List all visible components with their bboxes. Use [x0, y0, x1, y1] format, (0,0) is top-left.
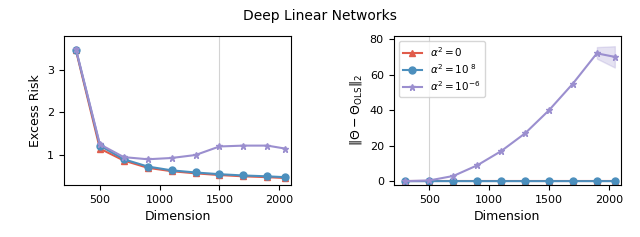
$\alpha^2 = 10^{-8}$	[521, 180, 529, 182]
$\alpha^2 = 0$	[449, 180, 457, 183]
$\alpha^2 = 10^{-8}$	[497, 180, 505, 182]
$\alpha^2 = 10^{-8}$	[120, 158, 127, 161]
$\alpha^2 = 0$	[545, 180, 553, 183]
$\alpha^2 = 10^{-6}$	[96, 143, 104, 146]
Y-axis label: Excess Risk: Excess Risk	[29, 74, 42, 146]
Y-axis label: $\|\Theta - \Theta_{\mathrm{OLS}}\|_2$: $\|\Theta - \Theta_{\mathrm{OLS}}\|_2$	[348, 74, 364, 146]
$\alpha^2 = 10^{-6}$	[449, 174, 457, 177]
$\alpha^2 = 10^{-8}$	[264, 175, 271, 178]
$\alpha^2 = 10^{-6}$	[282, 147, 289, 150]
$\alpha^2 = 10^{-6}$	[569, 82, 577, 85]
X-axis label: Dimension: Dimension	[145, 210, 211, 223]
$\alpha^2 = 10^{-8}$	[168, 169, 175, 172]
$\alpha^2 = 10^{-8}$	[282, 176, 289, 179]
$\alpha^2 = 10^{-8}$	[144, 165, 152, 168]
$\alpha^2 = 10^{-6}$	[402, 180, 410, 182]
$\alpha^2 = 10^{-6}$	[192, 154, 200, 156]
$\alpha^2 = 10^{-8}$	[72, 48, 80, 51]
Line: $\alpha^2 = 10^{-6}$: $\alpha^2 = 10^{-6}$	[402, 50, 618, 185]
$\alpha^2 = 10^{-6}$	[144, 158, 152, 161]
$\alpha^2 = 10^{-8}$	[474, 180, 481, 182]
$\alpha^2 = 10^{-8}$	[611, 180, 619, 182]
Text: Deep Linear Networks: Deep Linear Networks	[243, 9, 397, 23]
$\alpha^2 = 10^{-6}$	[216, 145, 223, 148]
Legend: $\alpha^2 = 0$, $\alpha^2 = 10^{\ 8}$, $\alpha^2 = 10^{-6}$: $\alpha^2 = 0$, $\alpha^2 = 10^{\ 8}$, $…	[399, 41, 484, 97]
$\alpha^2 = 10^{-8}$	[239, 174, 247, 177]
$\alpha^2 = 0$	[192, 172, 200, 175]
Line: $\alpha^2 = 10^{-6}$: $\alpha^2 = 10^{-6}$	[72, 46, 289, 163]
Line: $\alpha^2 = 10^{-8}$: $\alpha^2 = 10^{-8}$	[402, 178, 618, 185]
$\alpha^2 = 10^{-6}$	[521, 132, 529, 135]
Line: $\alpha^2 = 10^{-8}$: $\alpha^2 = 10^{-8}$	[72, 46, 289, 181]
$\alpha^2 = 0$	[120, 159, 127, 162]
$\alpha^2 = 0$	[72, 49, 80, 52]
$\alpha^2 = 0$	[569, 180, 577, 183]
$\alpha^2 = 10^{-6}$	[611, 55, 619, 58]
$\alpha^2 = 10^{-6}$	[545, 109, 553, 112]
$\alpha^2 = 0$	[497, 180, 505, 183]
$\alpha^2 = 10^{-8}$	[545, 180, 553, 182]
$\alpha^2 = 10^{-6}$	[474, 164, 481, 167]
$\alpha^2 = 10^{-6}$	[497, 150, 505, 153]
$\alpha^2 = 10^{-8}$	[192, 171, 200, 174]
Line: $\alpha^2 = 0$: $\alpha^2 = 0$	[72, 47, 289, 182]
X-axis label: Dimension: Dimension	[474, 210, 540, 223]
$\alpha^2 = 10^{-8}$	[569, 180, 577, 182]
$\alpha^2 = 0$	[282, 177, 289, 179]
$\alpha^2 = 10^{-8}$	[449, 180, 457, 182]
$\alpha^2 = 0$	[593, 180, 601, 183]
$\alpha^2 = 0$	[96, 147, 104, 150]
$\alpha^2 = 0$	[239, 175, 247, 178]
$\alpha^2 = 0$	[168, 170, 175, 173]
$\alpha^2 = 10^{-6}$	[426, 179, 433, 182]
$\alpha^2 = 10^{-8}$	[96, 144, 104, 147]
$\alpha^2 = 10^{-8}$	[426, 180, 433, 182]
$\alpha^2 = 10^{-6}$	[239, 144, 247, 147]
$\alpha^2 = 0$	[611, 180, 619, 183]
$\alpha^2 = 10^{-6}$	[120, 156, 127, 159]
$\alpha^2 = 10^{-8}$	[593, 180, 601, 182]
$\alpha^2 = 10^{-6}$	[264, 144, 271, 147]
$\alpha^2 = 0$	[521, 180, 529, 183]
$\alpha^2 = 0$	[426, 180, 433, 183]
$\alpha^2 = 10^{-6}$	[72, 48, 80, 51]
$\alpha^2 = 10^{-6}$	[593, 52, 601, 55]
$\alpha^2 = 10^{-8}$	[216, 173, 223, 176]
$\alpha^2 = 0$	[402, 180, 410, 183]
$\alpha^2 = 10^{-6}$	[168, 157, 175, 160]
$\alpha^2 = 0$	[474, 180, 481, 183]
$\alpha^2 = 0$	[144, 166, 152, 169]
$\alpha^2 = 10^{-8}$	[402, 180, 410, 183]
$\alpha^2 = 0$	[216, 174, 223, 177]
$\alpha^2 = 0$	[264, 176, 271, 179]
Line: $\alpha^2 = 0$: $\alpha^2 = 0$	[402, 178, 618, 185]
